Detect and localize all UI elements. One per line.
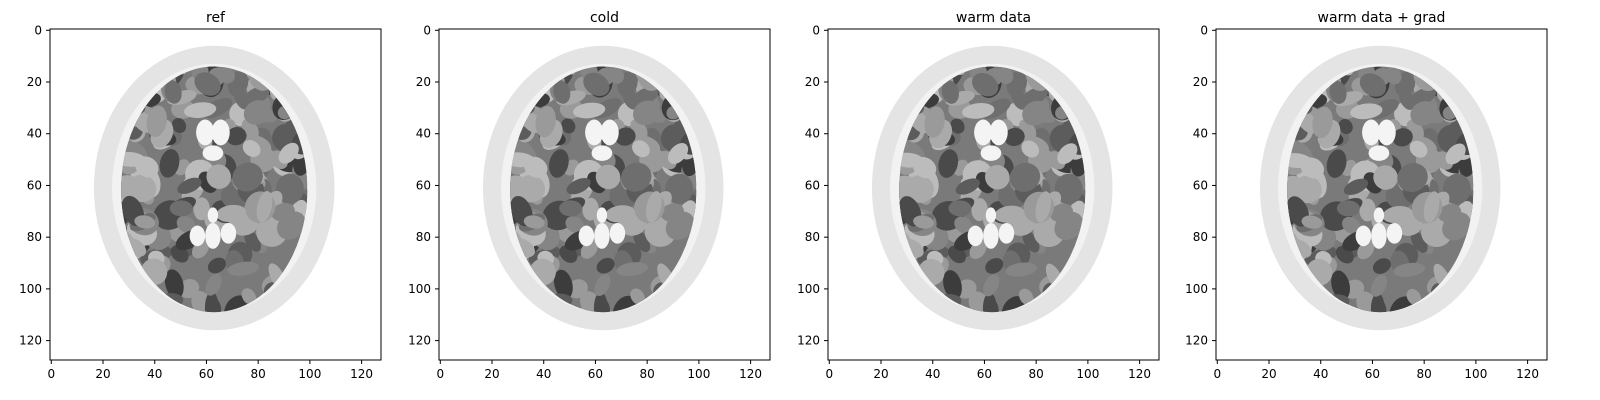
axes-frame — [1215, 28, 1548, 361]
x-tick-label: 20 — [484, 367, 499, 381]
axes-frame — [438, 28, 771, 361]
x-tick-label: 40 — [1313, 367, 1328, 381]
x-tick-label: 100 — [1464, 367, 1487, 381]
y-tick-label: 120 — [19, 334, 42, 348]
x-tick-label: 60 — [588, 367, 603, 381]
x-tick-label: 120 — [739, 367, 762, 381]
y-tick-label: 120 — [797, 334, 820, 348]
y-tick-label: 60 — [1193, 178, 1208, 192]
panel-title: warm data — [956, 10, 1031, 26]
axes-frame — [49, 28, 382, 361]
y-tick-label: 40 — [416, 127, 431, 141]
y-tick-label: 40 — [27, 127, 42, 141]
y-tick-label: 40 — [1193, 127, 1208, 141]
y-tick-label: 100 — [1185, 282, 1208, 296]
brain-tissue — [899, 66, 1086, 313]
y-tick-label: 80 — [416, 230, 431, 244]
x-tick-label: 60 — [199, 367, 214, 381]
y-tick-label: 40 — [805, 127, 820, 141]
x-tick-label: 0 — [436, 367, 444, 381]
y-tick-label: 60 — [805, 178, 820, 192]
x-tick-label: 100 — [1076, 367, 1099, 381]
y-tick-label: 120 — [408, 334, 431, 348]
x-tick-label: 20 — [95, 367, 110, 381]
y-tick-label: 0 — [812, 23, 820, 37]
y-tick-label: 20 — [27, 75, 42, 89]
x-tick-label: 0 — [47, 367, 55, 381]
y-tick-label: 20 — [805, 75, 820, 89]
y-tick-label: 60 — [416, 178, 431, 192]
panel-1: ref 0 20 40 60 80 100 120 0 20 40 60 80 100 120 — [19, 10, 382, 381]
x-tick-label: 20 — [873, 367, 888, 381]
panel-2: cold 0 20 40 60 80 100 120 0 20 40 60 80 100 120 — [408, 10, 771, 381]
x-tick-label: 120 — [1516, 367, 1539, 381]
x-tick-label: 40 — [536, 367, 551, 381]
y-tick-label: 80 — [27, 230, 42, 244]
x-tick-label: 60 — [1365, 367, 1380, 381]
y-tick-label: 0 — [34, 23, 42, 37]
x-tick-label: 120 — [1128, 367, 1151, 381]
panel-3: warm data 0 20 40 60 80 100 120 0 20 40 60 80 100 120 — [797, 10, 1160, 381]
x-tick-label: 80 — [1417, 367, 1432, 381]
x-tick-label: 80 — [640, 367, 655, 381]
x-tick-label: 80 — [251, 367, 266, 381]
y-tick-label: 20 — [416, 75, 431, 89]
x-tick-label: 80 — [1029, 367, 1044, 381]
y-tick-label: 80 — [805, 230, 820, 244]
x-tick-label: 100 — [298, 367, 321, 381]
y-tick-label: 60 — [27, 178, 42, 192]
panel-title: ref — [206, 10, 226, 26]
panel-title: warm data + grad — [1318, 10, 1446, 26]
x-tick-label: 100 — [687, 367, 710, 381]
x-tick-label: 20 — [1261, 367, 1276, 381]
y-tick-label: 20 — [1193, 75, 1208, 89]
panel-4: warm data + grad 0 20 40 60 80 100 120 0 20 40 60 80… — [1185, 10, 1548, 381]
x-tick-label: 40 — [925, 367, 940, 381]
x-tick-label: 120 — [350, 367, 373, 381]
y-tick-label: 120 — [1185, 334, 1208, 348]
x-tick-label: 0 — [825, 367, 833, 381]
y-tick-label: 100 — [408, 282, 431, 296]
x-tick-label: 0 — [1213, 367, 1221, 381]
y-tick-label: 100 — [797, 282, 820, 296]
axes-frame — [827, 28, 1160, 361]
y-tick-label: 100 — [19, 282, 42, 296]
x-tick-label: 40 — [147, 367, 162, 381]
y-tick-label: 80 — [1193, 230, 1208, 244]
y-tick-label: 0 — [423, 23, 431, 37]
x-tick-label: 60 — [977, 367, 992, 381]
panel-title: cold — [590, 10, 619, 26]
y-tick-label: 0 — [1200, 23, 1208, 37]
